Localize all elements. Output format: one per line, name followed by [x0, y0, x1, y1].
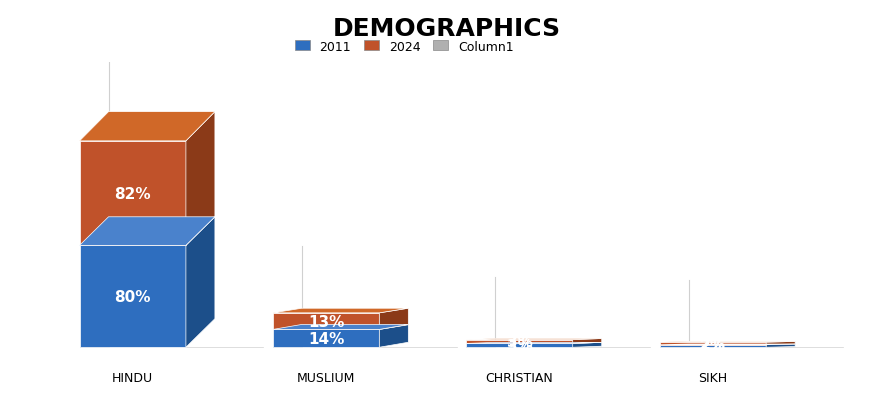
- Polygon shape: [80, 112, 215, 142]
- Polygon shape: [660, 344, 795, 345]
- Polygon shape: [573, 342, 602, 347]
- Polygon shape: [467, 344, 573, 347]
- Polygon shape: [660, 345, 766, 347]
- Text: 3%: 3%: [507, 334, 533, 349]
- Legend: 2011, 2024, Column1: 2011, 2024, Column1: [288, 34, 519, 60]
- Polygon shape: [573, 339, 602, 344]
- Polygon shape: [80, 246, 186, 347]
- Polygon shape: [660, 342, 766, 345]
- Polygon shape: [273, 330, 379, 347]
- Polygon shape: [766, 342, 795, 345]
- Polygon shape: [186, 217, 215, 347]
- Text: 2%: 2%: [700, 336, 726, 351]
- Text: 80%: 80%: [114, 289, 151, 304]
- Text: 3%: 3%: [507, 338, 533, 353]
- Polygon shape: [467, 339, 602, 340]
- Text: 14%: 14%: [308, 331, 344, 346]
- Polygon shape: [467, 340, 573, 344]
- Polygon shape: [273, 308, 409, 313]
- Title: DEMOGRAPHICS: DEMOGRAPHICS: [333, 16, 561, 41]
- Polygon shape: [80, 142, 186, 246]
- Polygon shape: [379, 325, 409, 347]
- Text: 13%: 13%: [308, 314, 344, 329]
- Polygon shape: [273, 313, 379, 330]
- Polygon shape: [379, 308, 409, 330]
- Polygon shape: [766, 344, 795, 347]
- Polygon shape: [80, 217, 215, 246]
- Polygon shape: [467, 342, 602, 344]
- Polygon shape: [186, 112, 215, 246]
- Text: 2%: 2%: [700, 338, 726, 354]
- Text: 82%: 82%: [114, 186, 151, 201]
- Polygon shape: [273, 325, 409, 330]
